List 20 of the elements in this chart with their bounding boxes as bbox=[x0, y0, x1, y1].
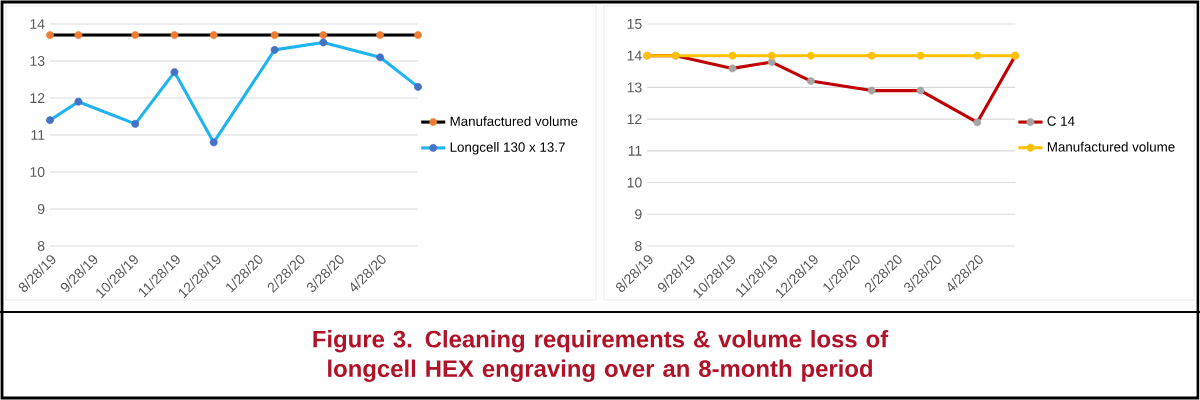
legend-label: Longcell 130 x 13.7 bbox=[450, 142, 565, 155]
y-tick-label: 11 bbox=[628, 146, 642, 156]
text: Figure 3. Cleaning requirements & volume loss of longcell HEX engraving over an 8-month period bbox=[313, 330, 889, 382]
y-tick-label: 9 bbox=[37, 204, 45, 214]
legend-label: Manufactured volume bbox=[1047, 141, 1175, 152]
y-tick-label: 14 bbox=[30, 19, 45, 29]
y-tick-label: 15 bbox=[627, 19, 642, 29]
y-tick-label: 13 bbox=[627, 82, 642, 93]
y-tick-label: 13 bbox=[30, 56, 45, 66]
y-tick-label: 8 bbox=[37, 241, 45, 251]
y-tick-label: 12 bbox=[30, 93, 45, 103]
y-tick-label: 12 bbox=[627, 114, 642, 125]
y-tick-label: 11 bbox=[31, 130, 45, 140]
legend-label: C 14 bbox=[1047, 116, 1075, 126]
y-tick-label: 14 bbox=[627, 50, 642, 61]
y-tick-label: 8 bbox=[635, 241, 642, 251]
y-tick-label: 9 bbox=[635, 209, 642, 220]
y-tick-label: 10 bbox=[30, 167, 45, 177]
y-tick-label: 10 bbox=[627, 177, 642, 188]
legend-label: Manufactured volume bbox=[450, 116, 578, 126]
